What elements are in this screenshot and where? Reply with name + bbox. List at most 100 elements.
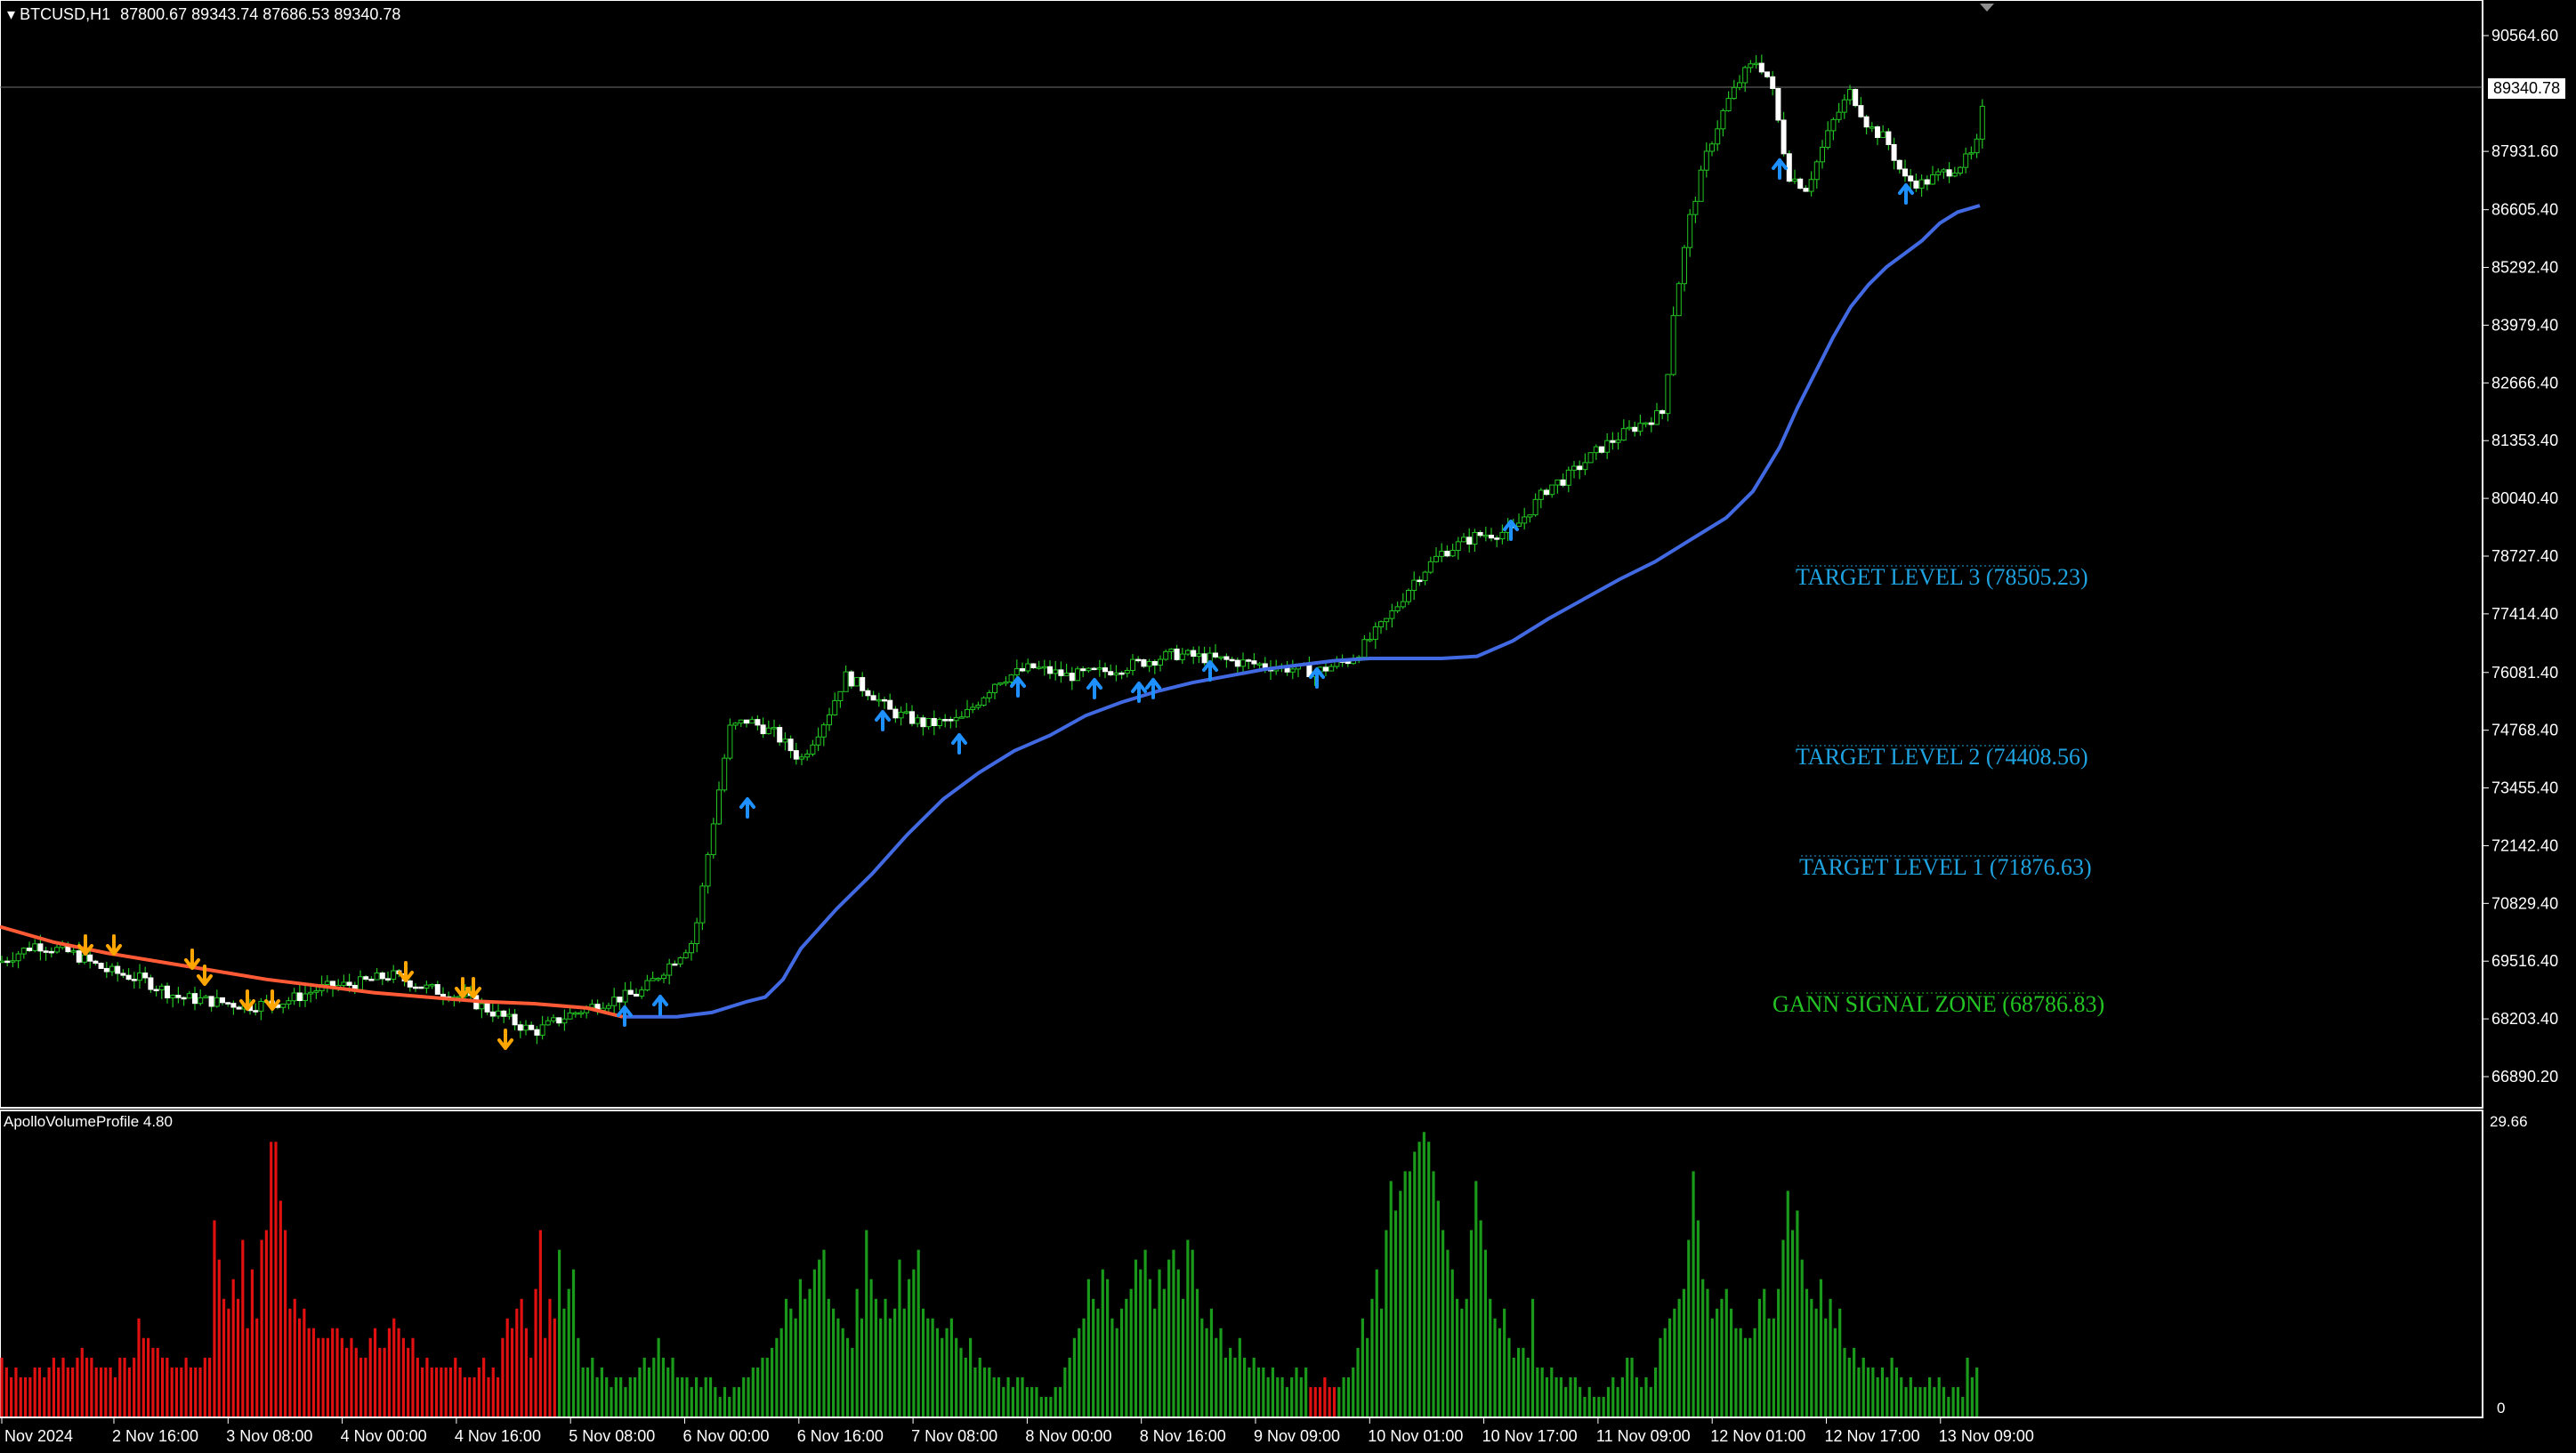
buy-arrow-icon — [617, 1005, 633, 1027]
candle-body — [545, 1020, 551, 1026]
candle-body — [1593, 446, 1599, 454]
candle-body — [854, 676, 860, 687]
time-tick-label: 13 Nov 09:00 — [1939, 1427, 2034, 1445]
candle-body — [1599, 446, 1604, 453]
candle-body — [622, 989, 628, 1003]
candle-body — [186, 993, 192, 999]
candle-body — [1582, 462, 1588, 471]
candle-body — [203, 996, 209, 998]
buy-arrow-icon — [1898, 183, 1914, 205]
time-tick-label: 12 Nov 17:00 — [1825, 1427, 1920, 1445]
candle-body — [1256, 663, 1263, 666]
candle-body — [1135, 658, 1142, 662]
candle-body — [820, 724, 827, 738]
candle-body — [876, 698, 882, 702]
candle-body — [523, 1024, 529, 1031]
scroll-marker-icon[interactable] — [1980, 4, 1994, 12]
candle-body — [1213, 652, 1218, 658]
candle-body — [1075, 668, 1080, 682]
candle-body — [1406, 590, 1411, 602]
time-tick-label: 5 Nov 08:00 — [569, 1427, 655, 1445]
candle-body — [1758, 62, 1764, 73]
candle-body — [1041, 666, 1047, 669]
candle-body — [650, 978, 656, 981]
candle-body — [727, 724, 733, 759]
time-tick-label: 6 Nov 00:00 — [683, 1427, 770, 1445]
candle-body — [771, 727, 777, 730]
candle-body — [1086, 667, 1092, 672]
candle-body — [1234, 659, 1240, 667]
candle-body — [1124, 669, 1130, 674]
candle-body — [1345, 661, 1351, 665]
candle-body — [965, 708, 970, 718]
candle-body — [1896, 159, 1902, 170]
candle-body — [1820, 147, 1825, 163]
candle-body — [1797, 178, 1804, 190]
candle-body — [1875, 126, 1880, 139]
sell-arrow-icon — [264, 989, 280, 1011]
candle-body — [131, 979, 137, 981]
candle-body — [1080, 668, 1086, 672]
candle-body — [1687, 214, 1693, 248]
candle-body — [1958, 166, 1963, 174]
buy-arrow-icon — [1503, 520, 1519, 541]
symbol-header[interactable]: ▾ BTCUSD,H1 87800.67 89343.74 87686.53 8… — [7, 5, 400, 24]
candle-body — [1847, 89, 1853, 101]
candle-body — [953, 716, 959, 722]
candle-body — [1158, 658, 1163, 666]
candle-body — [1522, 516, 1528, 524]
candle-body — [1008, 674, 1014, 682]
candle-body — [887, 699, 893, 710]
time-tick-label: 3 Nov 08:00 — [226, 1427, 312, 1445]
candle-body — [810, 744, 816, 755]
candle-body — [1025, 663, 1031, 672]
candle-body — [705, 853, 711, 887]
candle-body — [997, 682, 1004, 685]
candle-body — [303, 993, 308, 1002]
candle-body — [1494, 537, 1500, 540]
candle-body — [1924, 179, 1930, 185]
candle-body — [1781, 119, 1787, 155]
candle-body — [368, 979, 375, 981]
candle-body — [1400, 601, 1406, 608]
candle-body — [1968, 152, 1974, 155]
candle-body — [666, 963, 673, 976]
candle-body — [0, 960, 4, 964]
candle-body — [175, 995, 182, 998]
candle-body — [1499, 531, 1506, 540]
candle-body — [848, 671, 854, 687]
price-tick-label: 83979.40 — [2491, 316, 2558, 334]
price-tick-label: 80040.40 — [2491, 489, 2558, 507]
candle-body — [644, 980, 650, 991]
candle-body — [1472, 531, 1478, 545]
candle-body — [296, 992, 303, 1002]
candle-body — [556, 1017, 562, 1024]
time-tick-label: 8 Nov 16:00 — [1140, 1427, 1226, 1445]
candle-body — [418, 986, 424, 989]
candle-body — [1880, 131, 1886, 139]
candle-body — [672, 963, 678, 966]
candle-body — [606, 1005, 611, 1009]
candle-body — [125, 974, 132, 981]
indicator-name: ApolloVolumeProfile 4.80 — [4, 1113, 173, 1130]
moving-average-line — [0, 204, 1981, 1019]
candle-body — [1146, 661, 1152, 667]
signal-arrows — [77, 158, 1914, 1050]
candle-body — [1858, 105, 1864, 117]
price-tick-label: 70829.40 — [2491, 894, 2558, 912]
buy-arrow-icon — [1131, 682, 1147, 703]
candle-body — [1753, 62, 1759, 66]
dropdown-triangle-icon[interactable]: ▾ — [7, 5, 16, 23]
candle-body — [755, 719, 761, 726]
candle-body — [1792, 178, 1797, 182]
candle-body — [1764, 71, 1770, 77]
target-level-3-label: TARGET LEVEL 3 (78505.23) — [1796, 564, 2088, 590]
candle-body — [970, 706, 976, 710]
candle-body — [391, 970, 397, 981]
candle-body — [358, 976, 363, 990]
candle-body — [258, 1000, 264, 1012]
candle-body — [732, 722, 739, 726]
candle-body — [1643, 422, 1649, 425]
